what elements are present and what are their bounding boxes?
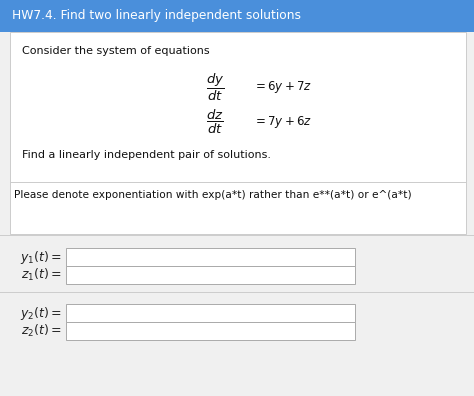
Text: $z_2(t) =$: $z_2(t) =$ bbox=[21, 323, 62, 339]
Text: Consider the system of equations: Consider the system of equations bbox=[22, 46, 210, 56]
Bar bbox=[66, 322, 355, 340]
Text: $\dfrac{dz}{dt}$: $\dfrac{dz}{dt}$ bbox=[206, 108, 224, 136]
Bar bbox=[0, 0, 474, 32]
Text: $= 7y + 6z$: $= 7y + 6z$ bbox=[253, 114, 312, 130]
Text: Please denote exponentiation with exp(a*t) rather than e**(a*t) or e^(a*t): Please denote exponentiation with exp(a*… bbox=[14, 190, 411, 200]
Text: $y_2(t) =$: $y_2(t) =$ bbox=[20, 305, 62, 322]
Text: $\dfrac{dy}{dt}$: $\dfrac{dy}{dt}$ bbox=[206, 71, 224, 103]
Text: $= 6y + 7z$: $= 6y + 7z$ bbox=[253, 79, 312, 95]
Bar bbox=[66, 266, 355, 284]
Bar bbox=[66, 304, 355, 322]
Text: $y_1(t) =$: $y_1(t) =$ bbox=[20, 249, 62, 265]
Text: Find a linearly independent pair of solutions.: Find a linearly independent pair of solu… bbox=[22, 150, 271, 160]
Text: $z_1(t) =$: $z_1(t) =$ bbox=[21, 267, 62, 283]
Bar bbox=[10, 32, 466, 234]
Bar bbox=[66, 248, 355, 266]
Text: HW7.4. Find two linearly independent solutions: HW7.4. Find two linearly independent sol… bbox=[12, 10, 301, 23]
